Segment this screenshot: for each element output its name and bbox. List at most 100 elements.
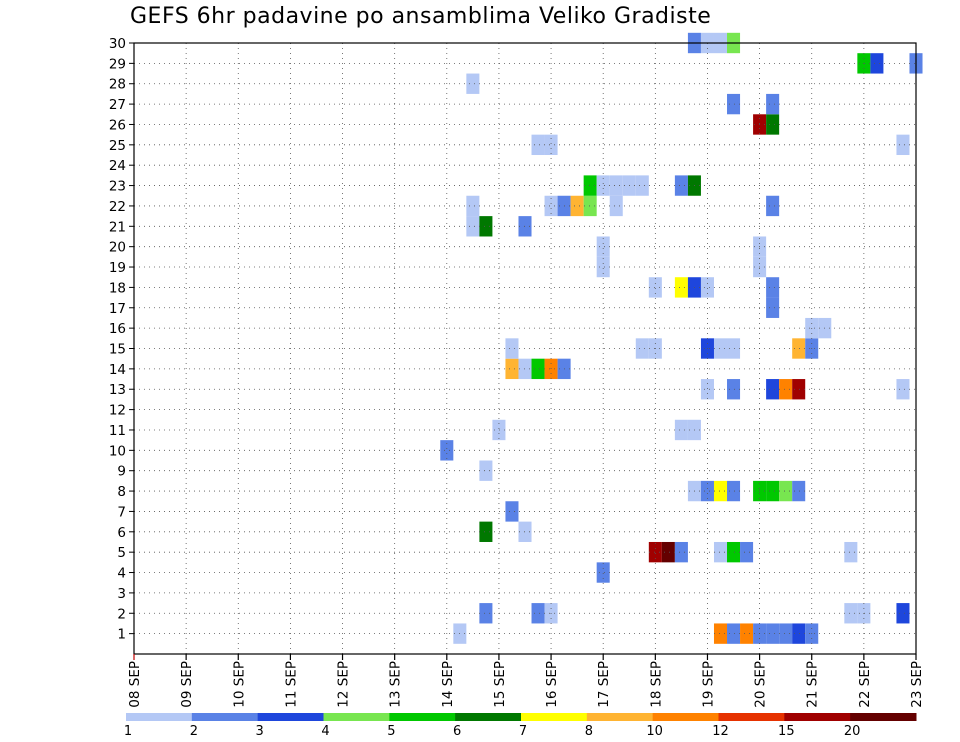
y-tick-label: 3	[117, 586, 126, 602]
x-tick-label: 19 SEP	[700, 661, 716, 708]
legend-label: 2	[190, 724, 198, 739]
heatmap-cell	[466, 73, 480, 94]
x-tick-label: 17 SEP	[596, 661, 612, 708]
heatmap-cell	[700, 379, 714, 400]
y-tick-label: 14	[109, 362, 126, 378]
heatmap-cell	[466, 195, 480, 217]
heatmap-cell	[792, 623, 806, 644]
y-tick-label: 27	[109, 97, 126, 113]
y-tick-label: 29	[109, 56, 126, 72]
y-tick-label: 15	[109, 342, 126, 358]
heatmap-cell	[544, 195, 558, 217]
legend-label: 15	[778, 724, 795, 739]
x-tick-label: 18 SEP	[648, 661, 664, 708]
heatmap-cell	[466, 216, 480, 237]
legend-label: 3	[256, 724, 264, 739]
heatmap-cell	[766, 277, 780, 298]
x-tick-label: 09 SEP	[179, 661, 195, 708]
legend-swatch	[521, 713, 588, 721]
legend-swatch	[191, 713, 259, 721]
heatmap-cell	[792, 480, 806, 502]
heatmap-cell	[505, 338, 519, 359]
heatmap-cell	[779, 480, 793, 502]
legend-label: 7	[519, 724, 527, 739]
heatmap-cell	[544, 134, 558, 156]
heatmap-cell	[596, 256, 610, 278]
y-tick-label: 1	[117, 627, 126, 643]
x-tick-label: 21 SEP	[805, 661, 821, 708]
heatmap-cell	[766, 297, 780, 318]
heatmap-cell	[700, 480, 714, 502]
heatmap-cell	[727, 623, 741, 644]
legend-swatch	[257, 713, 324, 721]
x-tick-label: 16 SEP	[544, 661, 560, 708]
heatmap-cell	[635, 175, 649, 196]
y-tick-label: 10	[109, 443, 126, 459]
y-tick-label: 28	[109, 77, 126, 93]
heatmap-cell	[766, 114, 780, 135]
heatmap-cell	[531, 134, 545, 156]
legend-label: 6	[453, 724, 461, 739]
y-tick-label: 8	[117, 484, 126, 500]
y-tick-label: 23	[109, 179, 126, 195]
heatmap-cell	[844, 603, 858, 624]
legend-swatch	[850, 713, 917, 721]
legend-label: 12	[712, 724, 729, 739]
y-tick-label: 18	[109, 280, 126, 296]
legend-label: 1	[124, 724, 132, 739]
heatmap-cell	[505, 501, 519, 522]
legend-swatch	[323, 713, 390, 721]
heatmap-cell	[661, 541, 675, 563]
y-tick-label: 12	[109, 403, 126, 419]
x-tick-label: 10 SEP	[231, 661, 247, 708]
heatmap-cell	[674, 277, 688, 298]
y-tick-label: 30	[109, 36, 126, 52]
y-tick-label: 6	[117, 525, 126, 541]
x-tick-label: 08 SEP	[127, 661, 143, 708]
heatmap-cell	[792, 379, 806, 400]
legend-label: 10	[646, 724, 663, 739]
heatmap-cell	[609, 195, 623, 217]
legend-label: 4	[321, 724, 329, 739]
heatmap-cell	[505, 358, 519, 380]
legend-swatch	[718, 713, 785, 721]
heatmap-cell	[766, 195, 780, 217]
heatmap-cell	[492, 419, 506, 441]
heatmap-cell	[648, 541, 662, 563]
y-tick-label: 13	[109, 382, 126, 398]
legend-swatch	[126, 713, 193, 721]
x-tick-label: 14 SEP	[440, 661, 456, 708]
x-tick-label: 20 SEP	[753, 661, 769, 708]
heatmap-cell	[779, 379, 793, 400]
y-axis-ticks: 1234567891011121314151617181920212223242…	[109, 36, 134, 643]
legend-label: 5	[387, 724, 395, 739]
heatmap-cell	[648, 277, 662, 298]
heatmap-cell	[674, 175, 688, 196]
heatmap-cell	[479, 216, 493, 237]
heatmap-cells	[440, 32, 923, 644]
chart-title: GEFS 6hr padavine po ansamblima Veliko G…	[130, 4, 712, 29]
heatmap-cell	[674, 541, 688, 563]
heatmap-cell	[596, 236, 610, 257]
heatmap-cell	[870, 53, 884, 74]
heatmap-cell	[674, 419, 688, 441]
heatmap-cell	[740, 541, 754, 563]
y-tick-label: 17	[109, 301, 126, 317]
y-tick-label: 11	[109, 423, 126, 439]
x-tick-label: 15 SEP	[492, 661, 508, 708]
heatmap-cell	[740, 623, 754, 644]
y-tick-label: 5	[117, 545, 126, 561]
y-tick-label: 26	[109, 117, 126, 133]
heatmap-cell	[727, 379, 741, 400]
heatmap-cell	[896, 134, 910, 156]
heatmap-cell	[570, 195, 584, 217]
heatmap-cell	[792, 338, 806, 359]
x-tick-label: 23 SEP	[909, 661, 925, 708]
heatmap-cell	[727, 480, 741, 502]
y-tick-label: 21	[109, 219, 126, 235]
heatmap-cell	[583, 195, 597, 217]
heatmap-cell	[479, 521, 493, 542]
y-tick-label: 20	[109, 240, 126, 256]
y-tick-label: 16	[109, 321, 126, 337]
